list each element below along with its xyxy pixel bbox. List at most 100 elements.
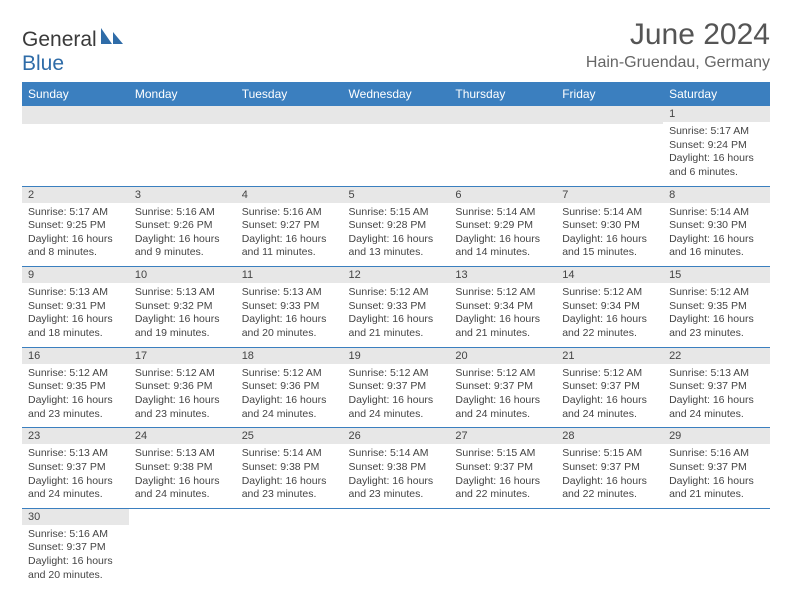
empty-cell [343,508,450,588]
day-details: Sunrise: 5:14 AMSunset: 9:30 PMDaylight:… [556,203,663,267]
location-label: Hain-Gruendau, Germany [586,54,770,72]
day-cell: 4Sunrise: 5:16 AMSunset: 9:27 PMDaylight… [236,186,343,267]
day-cell: 13Sunrise: 5:12 AMSunset: 9:34 PMDayligh… [449,267,556,348]
daylight-line: Daylight: 16 hours and 15 minutes. [562,233,657,260]
empty-daynum [236,106,343,124]
day-details: Sunrise: 5:17 AMSunset: 9:25 PMDaylight:… [22,203,129,267]
daylight-line: Daylight: 16 hours and 21 minutes. [349,313,444,340]
day-details: Sunrise: 5:16 AMSunset: 9:26 PMDaylight:… [129,203,236,267]
day-number: 4 [236,187,343,203]
sunset-line: Sunset: 9:37 PM [455,461,550,475]
day-cell: 30Sunrise: 5:16 AMSunset: 9:37 PMDayligh… [22,508,129,588]
calendar-row: 1Sunrise: 5:17 AMSunset: 9:24 PMDaylight… [22,106,770,186]
daylight-line: Daylight: 16 hours and 21 minutes. [669,475,764,502]
sunrise-line: Sunrise: 5:16 AM [242,206,337,220]
sunrise-line: Sunrise: 5:13 AM [242,286,337,300]
weekday-header: Thursday [449,82,556,106]
calendar-body: 1Sunrise: 5:17 AMSunset: 9:24 PMDaylight… [22,106,770,588]
empty-cell [129,106,236,186]
sunrise-line: Sunrise: 5:16 AM [28,528,123,542]
logo-word-blue: Blue [22,52,64,75]
sunset-line: Sunset: 9:33 PM [242,300,337,314]
sunrise-line: Sunrise: 5:13 AM [28,286,123,300]
empty-cell [236,508,343,588]
day-details: Sunrise: 5:14 AMSunset: 9:29 PMDaylight:… [449,203,556,267]
day-cell: 7Sunrise: 5:14 AMSunset: 9:30 PMDaylight… [556,186,663,267]
sunrise-line: Sunrise: 5:13 AM [28,447,123,461]
day-number: 11 [236,267,343,283]
day-details: Sunrise: 5:14 AMSunset: 9:38 PMDaylight:… [343,444,450,508]
sunrise-line: Sunrise: 5:14 AM [455,206,550,220]
sunrise-line: Sunrise: 5:14 AM [349,447,444,461]
empty-daynum [129,106,236,124]
sunrise-line: Sunrise: 5:14 AM [669,206,764,220]
daylight-line: Daylight: 16 hours and 20 minutes. [28,555,123,582]
daylight-line: Daylight: 16 hours and 8 minutes. [28,233,123,260]
day-details: Sunrise: 5:12 AMSunset: 9:36 PMDaylight:… [236,364,343,428]
sunrise-line: Sunrise: 5:13 AM [135,286,230,300]
day-cell: 16Sunrise: 5:12 AMSunset: 9:35 PMDayligh… [22,347,129,428]
sunset-line: Sunset: 9:35 PM [28,380,123,394]
daylight-line: Daylight: 16 hours and 24 minutes. [242,394,337,421]
sunset-line: Sunset: 9:24 PM [669,139,764,153]
daylight-line: Daylight: 16 hours and 21 minutes. [455,313,550,340]
day-number: 26 [343,428,450,444]
empty-daynum [449,106,556,124]
sunset-line: Sunset: 9:38 PM [349,461,444,475]
sunrise-line: Sunrise: 5:12 AM [669,286,764,300]
day-cell: 15Sunrise: 5:12 AMSunset: 9:35 PMDayligh… [663,267,770,348]
day-cell: 19Sunrise: 5:12 AMSunset: 9:37 PMDayligh… [343,347,450,428]
title-block: June 2024 Hain-Gruendau, Germany [586,18,770,72]
sunrise-line: Sunrise: 5:13 AM [135,447,230,461]
calendar-table: SundayMondayTuesdayWednesdayThursdayFrid… [22,82,770,588]
day-cell: 25Sunrise: 5:14 AMSunset: 9:38 PMDayligh… [236,428,343,509]
day-number: 15 [663,267,770,283]
sunrise-line: Sunrise: 5:15 AM [455,447,550,461]
day-details: Sunrise: 5:12 AMSunset: 9:37 PMDaylight:… [343,364,450,428]
day-details: Sunrise: 5:17 AMSunset: 9:24 PMDaylight:… [663,122,770,186]
day-details: Sunrise: 5:16 AMSunset: 9:37 PMDaylight:… [663,444,770,508]
page-title: June 2024 [586,18,770,52]
day-cell: 2Sunrise: 5:17 AMSunset: 9:25 PMDaylight… [22,186,129,267]
sunrise-line: Sunrise: 5:16 AM [135,206,230,220]
day-cell: 1Sunrise: 5:17 AMSunset: 9:24 PMDaylight… [663,106,770,186]
daylight-line: Daylight: 16 hours and 20 minutes. [242,313,337,340]
daylight-line: Daylight: 16 hours and 22 minutes. [455,475,550,502]
weekday-header: Friday [556,82,663,106]
sunrise-line: Sunrise: 5:16 AM [669,447,764,461]
day-number: 19 [343,348,450,364]
sunset-line: Sunset: 9:36 PM [135,380,230,394]
day-number: 18 [236,348,343,364]
sunset-line: Sunset: 9:34 PM [562,300,657,314]
calendar-row: 9Sunrise: 5:13 AMSunset: 9:31 PMDaylight… [22,267,770,348]
weekday-header: Saturday [663,82,770,106]
empty-cell [556,508,663,588]
sunrise-line: Sunrise: 5:12 AM [242,367,337,381]
daylight-line: Daylight: 16 hours and 23 minutes. [242,475,337,502]
sunset-line: Sunset: 9:37 PM [28,461,123,475]
day-details: Sunrise: 5:12 AMSunset: 9:35 PMDaylight:… [663,283,770,347]
empty-cell [556,106,663,186]
empty-cell [449,106,556,186]
day-number: 3 [129,187,236,203]
day-number: 14 [556,267,663,283]
day-cell: 23Sunrise: 5:13 AMSunset: 9:37 PMDayligh… [22,428,129,509]
day-number: 2 [22,187,129,203]
sunset-line: Sunset: 9:37 PM [455,380,550,394]
day-number: 10 [129,267,236,283]
day-number: 16 [22,348,129,364]
weekday-header: Sunday [22,82,129,106]
sunrise-line: Sunrise: 5:13 AM [669,367,764,381]
day-details: Sunrise: 5:14 AMSunset: 9:30 PMDaylight:… [663,203,770,267]
day-details: Sunrise: 5:12 AMSunset: 9:34 PMDaylight:… [449,283,556,347]
daylight-line: Daylight: 16 hours and 23 minutes. [669,313,764,340]
calendar-row: 23Sunrise: 5:13 AMSunset: 9:37 PMDayligh… [22,428,770,509]
day-details: Sunrise: 5:15 AMSunset: 9:37 PMDaylight:… [449,444,556,508]
sunrise-line: Sunrise: 5:12 AM [455,286,550,300]
sunrise-line: Sunrise: 5:12 AM [135,367,230,381]
empty-cell [343,106,450,186]
sunrise-line: Sunrise: 5:12 AM [28,367,123,381]
day-details: Sunrise: 5:16 AMSunset: 9:37 PMDaylight:… [22,525,129,589]
day-cell: 14Sunrise: 5:12 AMSunset: 9:34 PMDayligh… [556,267,663,348]
day-cell: 5Sunrise: 5:15 AMSunset: 9:28 PMDaylight… [343,186,450,267]
